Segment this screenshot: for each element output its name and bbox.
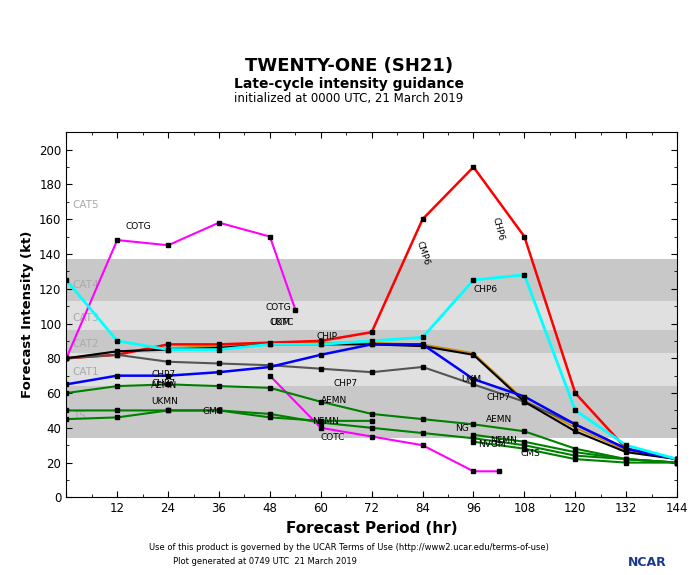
Text: CHP7: CHP7 [151, 379, 175, 388]
Text: CMP6: CMP6 [414, 240, 431, 267]
Bar [66, 301, 677, 331]
Text: UKM: UKM [461, 375, 481, 384]
Text: COTC: COTC [321, 433, 346, 442]
Y-axis label: Forecast Intensity (kt): Forecast Intensity (kt) [20, 231, 34, 398]
Text: Late-cycle intensity guidance: Late-cycle intensity guidance [234, 77, 464, 91]
Text: GMC: GMC [202, 407, 223, 416]
Bar [66, 353, 677, 386]
Text: COTG: COTG [266, 302, 291, 312]
Text: CAT4: CAT4 [73, 280, 99, 290]
Text: TWENTY-ONE (SH21): TWENTY-ONE (SH21) [245, 57, 453, 75]
Text: Plot generated at 0749 UTC  21 March 2019: Plot generated at 0749 UTC 21 March 2019 [173, 557, 357, 566]
Text: CAT2: CAT2 [73, 339, 99, 350]
Text: CMS: CMS [520, 448, 540, 458]
Text: AEMN: AEMN [151, 381, 177, 390]
Text: COTG: COTG [126, 223, 151, 231]
Text: AEMN: AEMN [321, 396, 347, 405]
Text: AEMN: AEMN [487, 415, 512, 424]
Text: NEMN: NEMN [491, 436, 517, 445]
Bar [66, 331, 677, 353]
Text: CAT3: CAT3 [73, 313, 99, 323]
Text: TS: TS [73, 411, 86, 421]
Text: UKMN: UKMN [151, 397, 178, 405]
Text: Use of this product is governed by the UCAR Terms of Use (http://www2.ucar.edu/t: Use of this product is governed by the U… [149, 543, 549, 552]
X-axis label: Forecast Period (hr): Forecast Period (hr) [286, 521, 457, 536]
Text: CHIP: CHIP [317, 332, 338, 341]
Text: NG: NG [456, 424, 469, 433]
Text: COTC: COTC [270, 319, 295, 327]
Text: CHP7: CHP7 [151, 370, 175, 380]
Text: CAT1: CAT1 [73, 367, 99, 377]
Text: NEMN: NEMN [312, 417, 339, 426]
Text: CAT5: CAT5 [73, 200, 99, 210]
Text: NCAR: NCAR [628, 556, 667, 569]
Bar [66, 259, 677, 301]
Text: CHP6: CHP6 [491, 216, 505, 242]
Text: UKM: UKM [270, 318, 290, 327]
Text: NVGM: NVGM [477, 440, 505, 449]
Text: CHP6: CHP6 [473, 285, 498, 294]
Text: CHP7: CHP7 [487, 393, 510, 402]
Text: CHP7: CHP7 [334, 379, 357, 388]
Text: initialized at 0000 UTC, 21 March 2019: initialized at 0000 UTC, 21 March 2019 [235, 91, 463, 105]
Bar [66, 386, 677, 438]
